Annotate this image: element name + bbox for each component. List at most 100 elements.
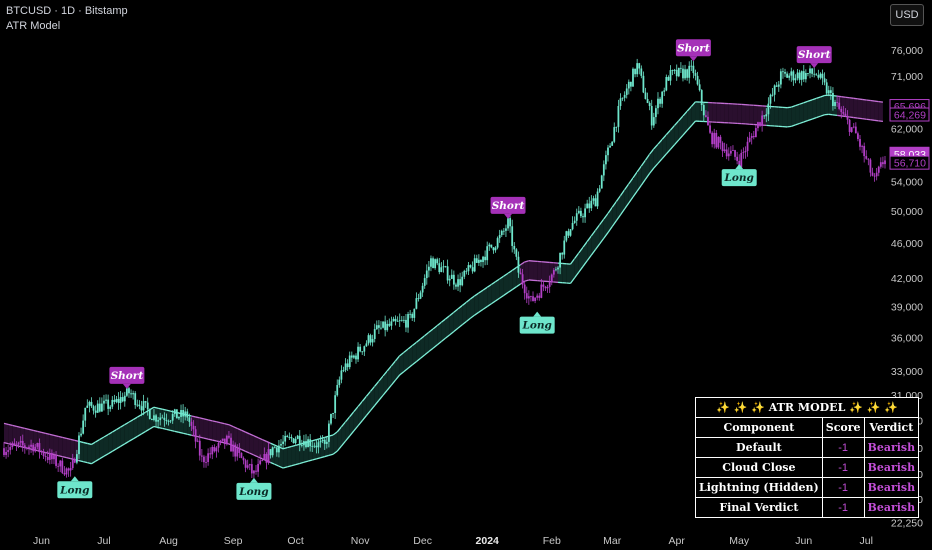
band-fill-segment <box>857 98 863 119</box>
band-upper-segment <box>8 423 13 426</box>
candle-body <box>500 230 503 236</box>
band-fill-segment <box>682 111 688 136</box>
price-tag: 64,269 <box>889 107 930 122</box>
candle-body <box>669 70 672 81</box>
candle-body <box>53 455 55 460</box>
candle-body <box>332 413 334 414</box>
candle-body <box>555 269 557 271</box>
candle-body <box>840 108 843 113</box>
candle-body <box>540 284 543 298</box>
band-fill-segment <box>791 105 796 127</box>
indicator-name[interactable]: ATR Model <box>6 20 61 32</box>
candle-body <box>363 346 366 352</box>
band-lower-segment <box>324 454 330 458</box>
candle-body <box>325 441 328 444</box>
band-lower-segment <box>207 438 213 441</box>
band-lower-segment <box>320 455 325 459</box>
band-lower-segment <box>499 294 505 299</box>
candle-body <box>802 71 805 80</box>
symbol-title[interactable]: BTCUSD · 1D · Bitstamp <box>6 5 128 17</box>
band-upper-segment <box>524 260 530 263</box>
candle-body <box>817 75 820 78</box>
band-upper-segment <box>569 258 576 265</box>
candle-body <box>834 102 836 107</box>
label-text: Short <box>111 370 144 382</box>
label-text: Short <box>677 42 710 54</box>
band-fill-segment <box>787 107 792 127</box>
candle-body <box>128 388 130 394</box>
band-upper-segment <box>253 435 259 439</box>
band-lower-segment <box>465 317 471 322</box>
band-upper-segment <box>811 97 817 101</box>
band-upper-segment <box>791 105 796 108</box>
band-fill-segment <box>812 98 817 120</box>
candle-body <box>582 216 584 218</box>
band-upper-segment <box>70 438 75 442</box>
label-box <box>675 39 711 57</box>
candle-body <box>400 319 403 321</box>
candle-body <box>869 159 872 173</box>
band-upper-segment <box>91 441 96 446</box>
signal-labels-layer: Short Long Long Short Long Short Long Short <box>57 39 832 500</box>
candle-body <box>542 284 545 287</box>
band-lower-segment <box>619 208 626 216</box>
y-tick-label: 39,000 <box>891 302 923 314</box>
band-lower-segment <box>607 226 613 233</box>
band-fill-segment <box>491 281 496 304</box>
candle-body <box>211 447 214 455</box>
candle-body <box>584 208 586 218</box>
candle-body <box>659 98 661 104</box>
candle-body <box>321 439 324 442</box>
band-fill-segment <box>607 207 613 233</box>
band-fill-segment <box>203 418 209 440</box>
candle-body <box>338 379 341 386</box>
candle-body <box>809 68 811 74</box>
band-fill-segment <box>483 287 488 310</box>
candle-body <box>550 274 553 283</box>
band-upper-segment <box>103 433 109 438</box>
band-fill-segment <box>816 96 821 118</box>
band-fill-segment <box>628 177 633 203</box>
candle-body <box>536 295 539 298</box>
candle-body <box>402 319 405 321</box>
candle-body <box>759 122 761 126</box>
candle-body <box>507 218 509 229</box>
candle-body <box>734 150 736 157</box>
band-lower-segment <box>524 279 530 282</box>
band-upper-segment <box>232 425 238 430</box>
band-lower-segment <box>253 454 259 458</box>
band-fill-segment <box>91 441 96 464</box>
candle-body <box>811 68 814 74</box>
band-upper-segment <box>266 440 271 444</box>
band-upper-segment <box>195 416 200 419</box>
candle-body <box>355 355 357 360</box>
candle-body <box>829 90 832 93</box>
band-fill-segment <box>466 298 471 322</box>
candle-body <box>323 439 326 444</box>
candle-body <box>627 81 630 89</box>
time-axis[interactable]: Jun Jul Aug Sep Oct Nov Dec 2024 Feb Mar Apr May Jun… <box>33 535 873 547</box>
band-upper-segment <box>586 235 592 242</box>
band-lower-segment <box>799 121 804 125</box>
candle-body <box>307 439 309 448</box>
band-fill-segment <box>616 195 621 221</box>
candle-body <box>538 295 541 298</box>
candle-body <box>434 259 437 269</box>
x-tick-label: Jul <box>97 535 110 547</box>
band-fill-segment <box>83 442 88 463</box>
candle-body <box>794 78 797 81</box>
currency-button[interactable]: USD <box>890 4 924 26</box>
candle-body <box>407 314 409 328</box>
band-fill-segment <box>566 263 571 284</box>
band-upper-segment <box>20 426 25 429</box>
candle-body <box>21 440 24 446</box>
y-tick-label: 42,000 <box>891 273 923 285</box>
band-lower-segment <box>803 119 809 123</box>
band-fill-segment <box>574 252 579 278</box>
candle-body <box>94 410 97 413</box>
band-upper-segment <box>878 100 884 103</box>
candle-body <box>357 346 359 360</box>
band-upper-segment <box>37 430 42 434</box>
band-fill-segment <box>595 224 600 250</box>
candle-body <box>309 439 312 447</box>
